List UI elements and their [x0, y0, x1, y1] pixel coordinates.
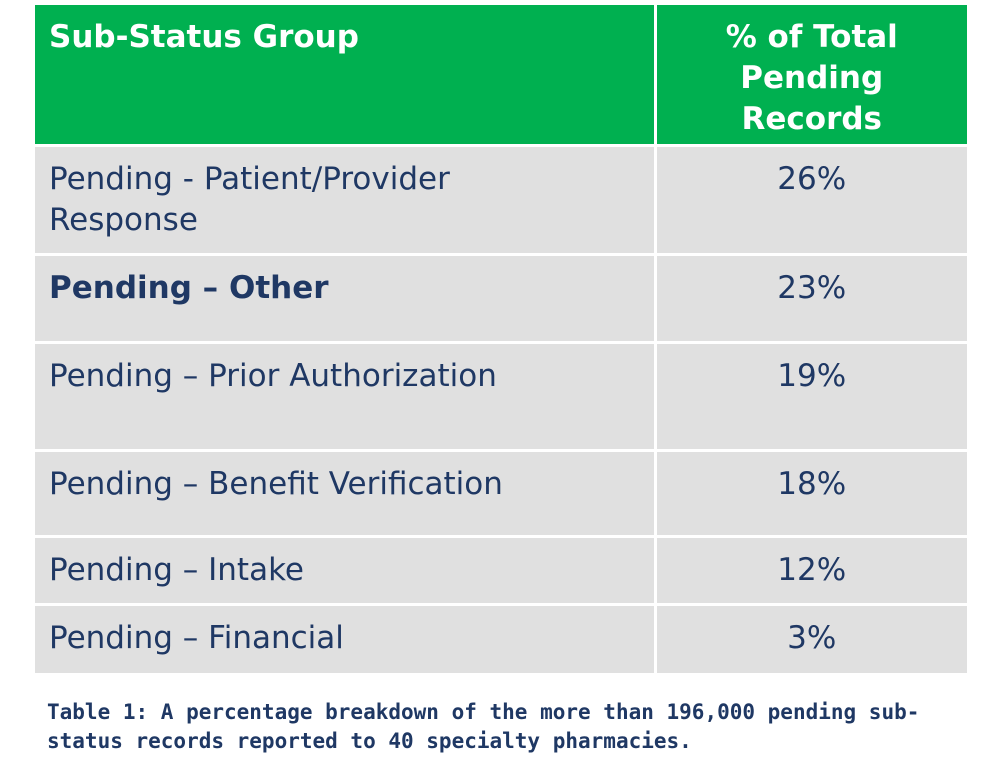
row-percent-value: 12% [655, 535, 967, 605]
row-group-label: Pending – Other [35, 253, 657, 343]
row-group-label: Pending – Intake [35, 535, 657, 605]
row-group-label: Pending – Prior Authorization [35, 341, 657, 451]
header-percent-label: % of Total Pending Records [725, 19, 898, 137]
row-percent-value: 3% [655, 603, 967, 673]
header-sub-status-group: Sub-Status Group [35, 5, 657, 147]
row-group-label: Pending – Benefit Verification [35, 449, 657, 537]
row-percent-value: 19% [655, 341, 967, 451]
table-caption: Table 1: A percentage breakdown of the m… [47, 700, 920, 753]
table-row: Pending – Financial 3% [35, 603, 967, 673]
header-percent-total: % of Total Pending Records [655, 5, 967, 147]
table-row: Pending – Other 23% [35, 253, 967, 343]
table-row: Pending – Intake 12% [35, 535, 967, 605]
pending-status-table: Sub-Status Group % of Total Pending Reco… [35, 5, 967, 673]
row-group-label: Pending - Patient/Provider Response [35, 144, 657, 255]
table-row: Pending – Benefit Verification 18% [35, 449, 967, 537]
table-header-row: Sub-Status Group % of Total Pending Reco… [35, 5, 967, 147]
pending-status-table-container: Sub-Status Group % of Total Pending Reco… [35, 5, 967, 673]
row-percent-value: 26% [655, 144, 967, 255]
table-row: Pending - Patient/Provider Response 26% [35, 144, 967, 255]
table-row: Pending – Prior Authorization 19% [35, 341, 967, 451]
row-percent-value: 18% [655, 449, 967, 537]
row-percent-value: 23% [655, 253, 967, 343]
row-group-label: Pending – Financial [35, 603, 657, 673]
